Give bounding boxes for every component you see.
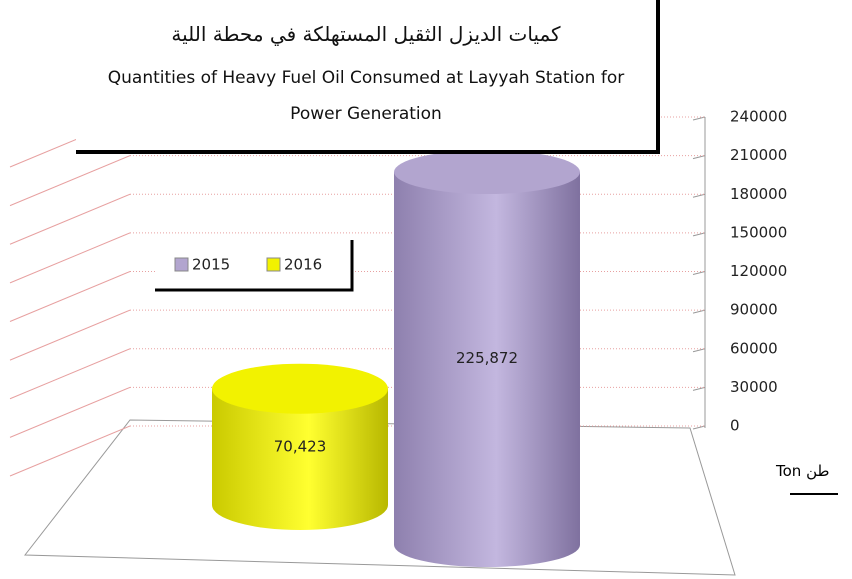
grid-line bbox=[9, 348, 131, 400]
y-tick-label: 0 bbox=[730, 417, 740, 435]
y-tick-label: 210000 bbox=[730, 146, 787, 164]
legend-label: 2016 bbox=[284, 256, 322, 274]
y-tick-label: 60000 bbox=[730, 339, 778, 357]
chart-title: كميات الديزل الثقيل المستهلكة في محطة ال… bbox=[171, 22, 561, 46]
y-tick-label: 120000 bbox=[730, 262, 787, 280]
y-tick-label: 90000 bbox=[730, 301, 778, 319]
y-axis-label: Ton طن bbox=[776, 462, 830, 480]
chart-subtitle: Quantities of Heavy Fuel Oil Consumed at… bbox=[107, 68, 625, 124]
cylinder bbox=[212, 363, 388, 530]
y-tick-label: 150000 bbox=[730, 223, 787, 241]
value-label: 225,872 bbox=[456, 349, 518, 367]
cylinder-body bbox=[212, 388, 388, 530]
legend-border bbox=[155, 240, 354, 292]
grid-line bbox=[9, 155, 131, 207]
cylinder-body bbox=[394, 172, 580, 567]
grid-line bbox=[9, 193, 131, 245]
cylinder-top bbox=[394, 150, 580, 194]
y-tick-label: 30000 bbox=[730, 378, 778, 396]
legend-label: 2015 bbox=[192, 256, 230, 274]
y-axis-label-line bbox=[790, 493, 838, 495]
grid-line bbox=[9, 386, 131, 438]
grid-line bbox=[9, 232, 131, 284]
value-label: 70,423 bbox=[274, 437, 327, 455]
legend-swatch bbox=[266, 257, 281, 272]
grid-line bbox=[9, 271, 131, 322]
cylinder-top bbox=[212, 363, 388, 414]
y-tick-label: 240000 bbox=[730, 108, 787, 126]
cylinder bbox=[394, 150, 580, 567]
title-box: كميات الديزل الثقيل المستهلكة في محطة ال… bbox=[76, 0, 660, 154]
y-tick-label: 180000 bbox=[730, 185, 787, 203]
grid-line bbox=[9, 309, 131, 361]
legend-swatch bbox=[174, 257, 189, 272]
grid-line bbox=[9, 425, 131, 477]
